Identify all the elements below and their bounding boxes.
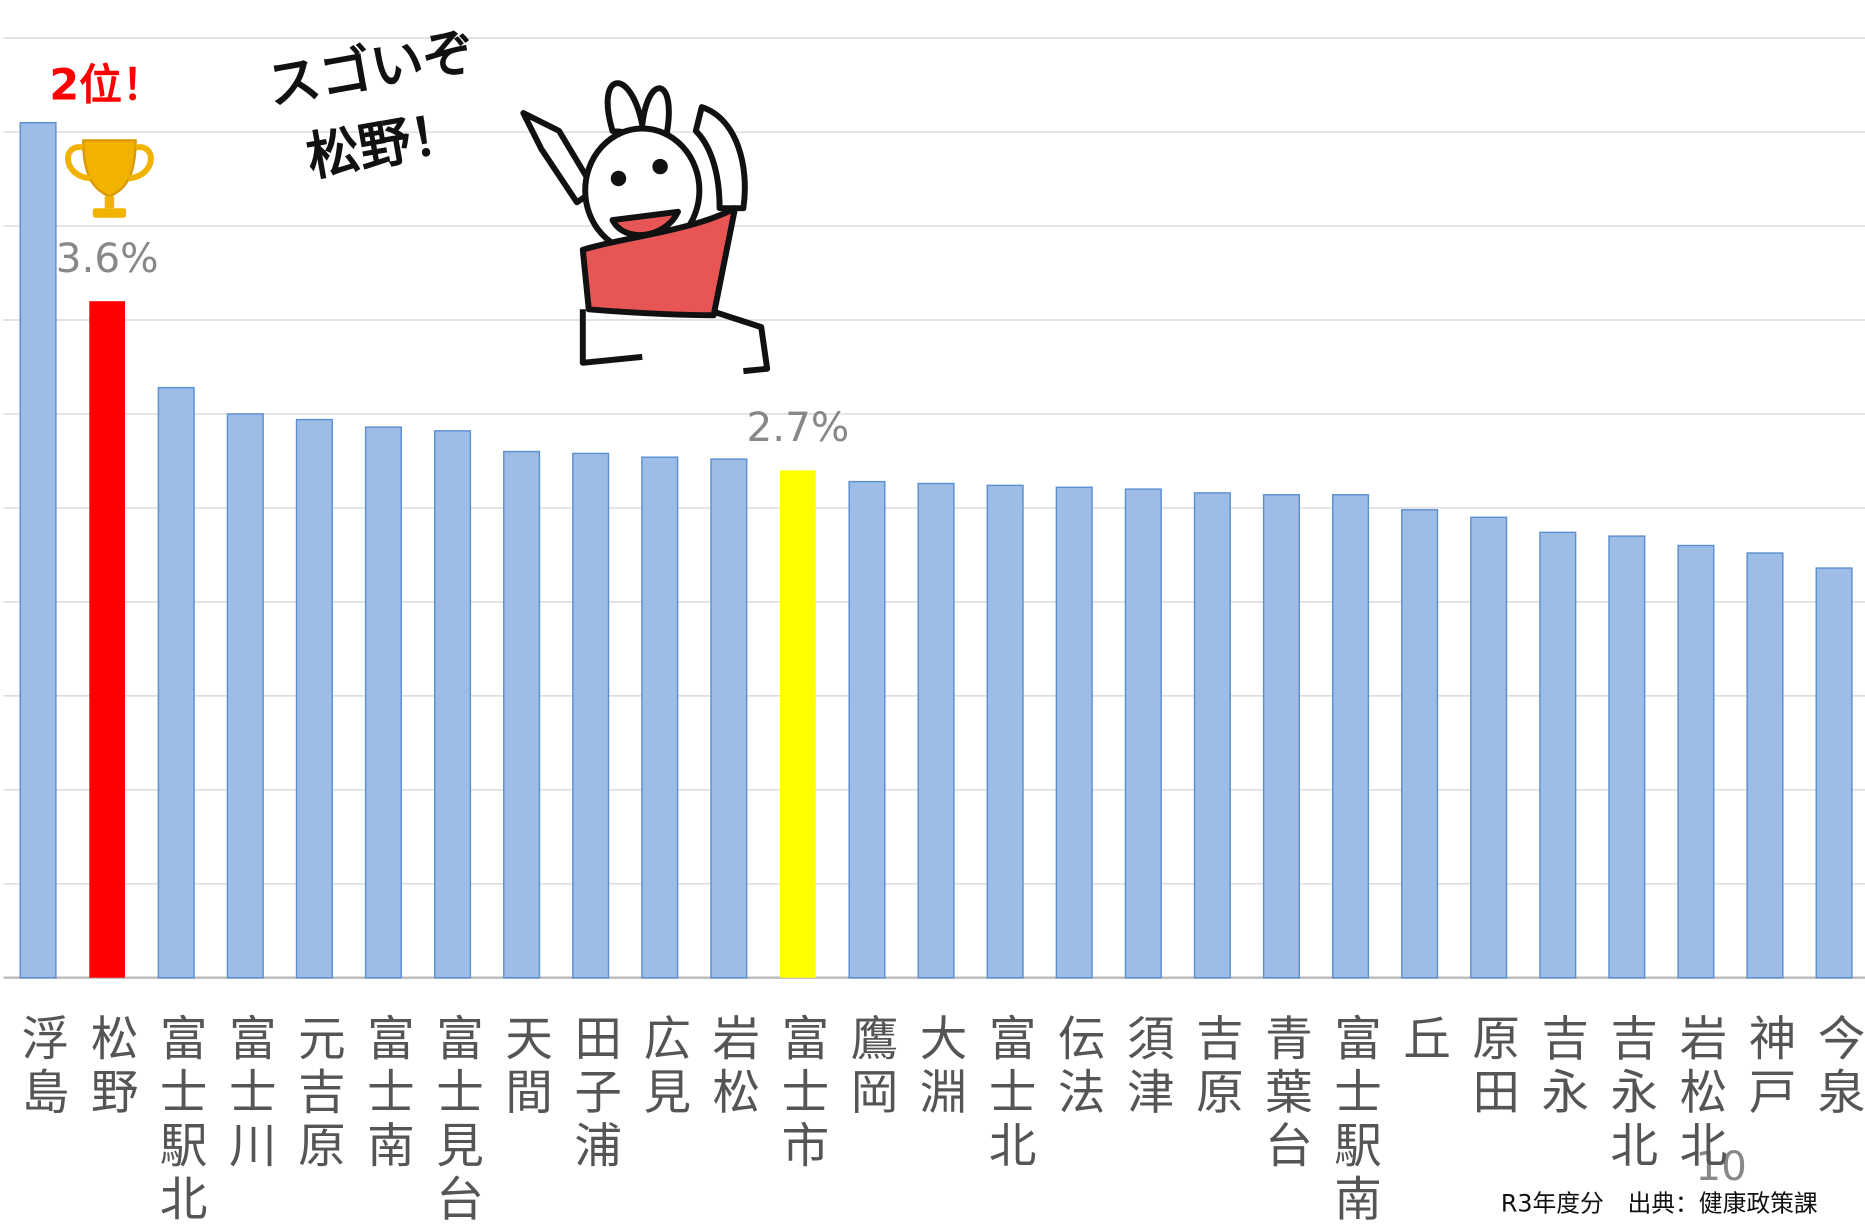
bar xyxy=(1055,486,1093,979)
trophy xyxy=(65,139,154,218)
bar xyxy=(503,450,541,979)
x-tick-label: 吉原 xyxy=(1187,1013,1242,1120)
x-tick-label: 天間 xyxy=(497,1013,552,1120)
x-tick-label: 原田 xyxy=(1464,1013,1519,1120)
bar xyxy=(1331,494,1370,979)
bar xyxy=(1815,567,1853,979)
x-tick-label: 富士市 xyxy=(773,1013,828,1174)
x-tick-label: 今泉 xyxy=(1809,1013,1864,1120)
bar xyxy=(226,413,264,979)
bar xyxy=(986,484,1024,979)
data-label: 3.6% xyxy=(56,234,159,282)
bar xyxy=(1262,494,1301,979)
bar xyxy=(1193,492,1231,979)
bar xyxy=(848,480,886,979)
bar xyxy=(157,386,195,979)
bar xyxy=(89,301,125,978)
bar xyxy=(1470,516,1508,979)
bar xyxy=(641,456,679,979)
bar xyxy=(1539,531,1577,979)
bar xyxy=(572,452,610,979)
x-tick-label: 元吉原 xyxy=(289,1013,344,1174)
bar xyxy=(1124,488,1162,979)
x-tick-label: 富士北 xyxy=(980,1013,1035,1174)
x-tick-label: 岩松北 xyxy=(1671,1013,1726,1174)
data-label: 2.7% xyxy=(747,403,850,451)
x-tick-label: 岩松 xyxy=(704,1013,759,1120)
cheer-line: 松野！ xyxy=(302,101,467,188)
x-tick-label: 大淵 xyxy=(911,1013,966,1120)
x-tick-label: 富士駅南 xyxy=(1326,1013,1381,1224)
bar xyxy=(1746,552,1784,979)
bar xyxy=(1608,535,1646,979)
x-tick-label: 鷹岡 xyxy=(842,1013,897,1120)
x-tick-label: 富士南 xyxy=(358,1013,413,1174)
x-tick-label: 富士見台 xyxy=(428,1013,483,1224)
bar xyxy=(433,430,472,979)
x-tick-label: 浮島 xyxy=(13,1013,68,1120)
x-tick-label: 伝法 xyxy=(1049,1013,1104,1120)
x-tick-label: 神戸 xyxy=(1740,1013,1795,1120)
bar xyxy=(1401,509,1439,979)
bar xyxy=(295,418,333,979)
page-number: 10 xyxy=(1695,1142,1746,1190)
x-tick-label: 青葉台 xyxy=(1256,1013,1311,1174)
bar xyxy=(780,470,816,978)
x-tick-label: 富士駅北 xyxy=(151,1013,206,1224)
x-tick-label: 丘 xyxy=(1395,1013,1450,1067)
x-tick-label: 松野 xyxy=(82,1013,137,1120)
bar xyxy=(710,458,748,979)
x-tick-label: 広見 xyxy=(635,1013,690,1120)
bar xyxy=(364,426,403,979)
bar xyxy=(19,121,57,979)
rank-annotation: 2位！ xyxy=(49,61,164,111)
x-tick-label: 須津 xyxy=(1118,1013,1173,1120)
x-tick-label: 吉永北 xyxy=(1602,1013,1657,1174)
bar xyxy=(917,482,955,979)
bar xyxy=(1677,544,1715,979)
mascot xyxy=(520,80,771,375)
source-note: R3年度分 出典：健康政策課 xyxy=(1501,1189,1818,1217)
x-tick-label: 富士川 xyxy=(220,1013,275,1174)
x-tick-label: 田子浦 xyxy=(566,1013,621,1174)
bars xyxy=(19,121,1853,979)
x-tick-label: 吉永 xyxy=(1533,1013,1588,1120)
